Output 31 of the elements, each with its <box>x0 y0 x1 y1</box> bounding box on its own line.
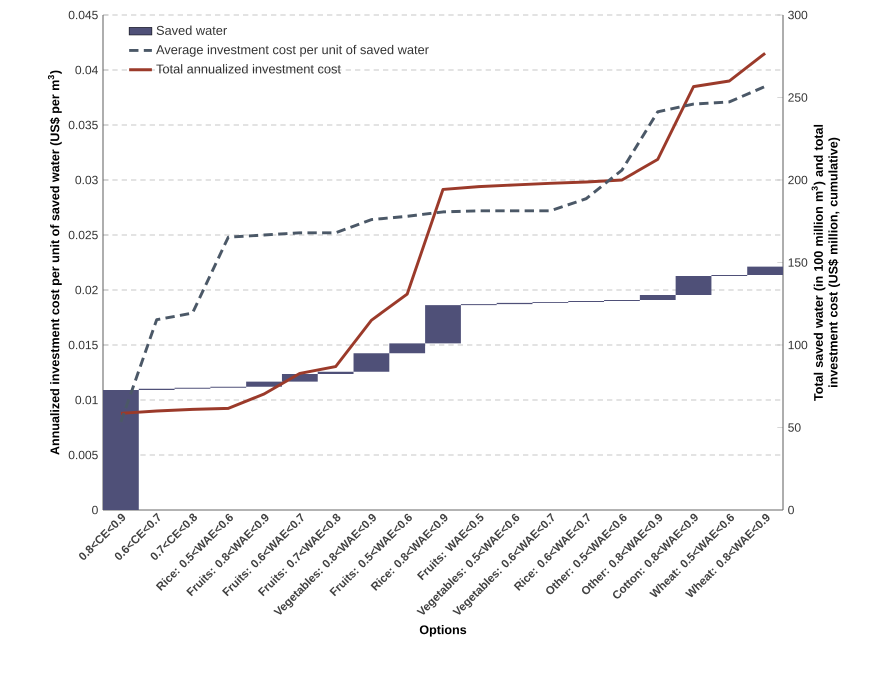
y-tick-label: 0 <box>92 506 98 514</box>
bar <box>425 305 461 344</box>
bar <box>354 353 390 372</box>
y2-axis-title: Total saved water (in 100 million m$^{3}$) and total investment cost (US$ million, cumulative) <box>812 124 840 401</box>
y-tick-label: 0.02 <box>75 286 98 294</box>
y2-tick-label: 300 <box>788 10 808 20</box>
y-tick-label: 0.01 <box>75 396 98 404</box>
y-tick-label: 0.045 <box>68 10 98 20</box>
y2-tick-label: 50 <box>788 423 801 432</box>
bar <box>318 372 354 374</box>
y-tick-label: 0.015 <box>68 340 98 350</box>
x-axis-title: Options <box>420 625 466 637</box>
bar <box>640 295 676 300</box>
y-tick-label: 0.035 <box>68 120 98 130</box>
legend-label: Saved water <box>156 26 227 35</box>
y-tick-label: 0.005 <box>68 450 98 460</box>
y2-tick-label: 0 <box>788 506 794 514</box>
legend-label: Average investment cost per unit of saved water <box>156 44 429 57</box>
legend-label: Total annualized investment cost <box>156 64 341 74</box>
y2-tick-label: 150 <box>788 258 808 267</box>
bar <box>747 266 784 276</box>
bar <box>676 276 712 296</box>
bar <box>103 390 139 510</box>
y-tick-label: 0.04 <box>75 66 98 74</box>
y-axis-title: Annualized investment cost per unit of saved water (US$ per m$^{3}$) <box>48 70 62 455</box>
y2-tick-label: 100 <box>788 340 808 350</box>
y2-tick-label: 200 <box>788 176 808 184</box>
bar <box>389 343 426 354</box>
y-tick-label: 0.03 <box>75 176 98 184</box>
y2-tick-label: 250 <box>788 93 808 102</box>
y-tick-label: 0.025 <box>68 230 98 240</box>
